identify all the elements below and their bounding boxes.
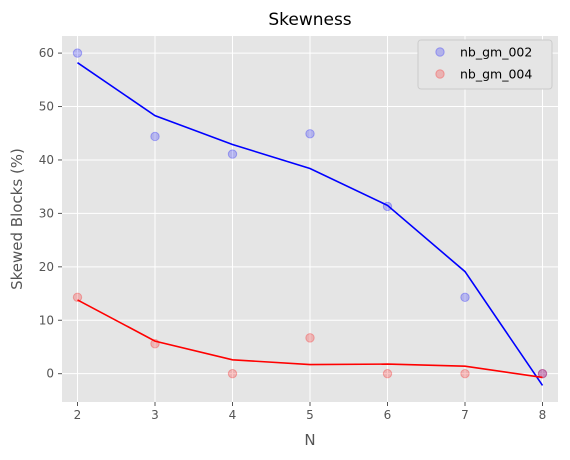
y-tick-label: 0 (46, 367, 54, 381)
chart-title: Skewness (268, 10, 351, 30)
scatter-point-nb_gm_002 (382, 201, 393, 212)
legend-box (417, 39, 553, 90)
y-tick-label: 40 (39, 153, 54, 167)
grid (62, 36, 558, 402)
scatter-point-nb_gm_004 (227, 368, 238, 379)
x-tick-label: 6 (384, 408, 392, 422)
x-axis-label: N (304, 431, 315, 449)
x-tick-label: 5 (306, 408, 314, 422)
trend-line-nb_gm_002 (77, 62, 544, 386)
x-tick-label: 2 (74, 408, 82, 422)
y-tick-label: 50 (39, 100, 54, 114)
scatter-point-nb_gm_002 (227, 149, 238, 159)
legend-label: nb_gm_002 (460, 45, 532, 60)
scatter-point-nb_gm_004 (460, 368, 470, 379)
ticks: 2 3 4 5 6 7 8 0 10 20 30 40 50 60 (39, 46, 547, 422)
scatter-point-nb_gm_004 (382, 368, 393, 379)
scatter-point-nb_gm_002 (150, 131, 160, 142)
scatter-point-nb_gm_002 (72, 48, 83, 58)
scatter-point-nb_gm_004 (537, 368, 548, 379)
y-tick-label: 10 (39, 313, 54, 327)
legend-label: nb_gm_004 (460, 67, 532, 82)
scatter-point-nb_gm_002 (537, 368, 548, 379)
legend-marker-nb_gm_002 (435, 47, 445, 57)
x-tick-label: 4 (229, 408, 237, 422)
y-axis-label: Skewed Blocks (%) (8, 148, 26, 290)
x-tick-label: 8 (539, 408, 547, 422)
y-tick-label: 30 (39, 206, 54, 220)
scatter-point-nb_gm_004 (150, 339, 160, 349)
legend: nb_gm_002 nb_gm_004 (417, 39, 553, 90)
trend-line-nb_gm_004 (77, 299, 543, 379)
scatter-point-nb_gm_002 (305, 129, 315, 139)
scatter-point-nb_gm_004 (72, 292, 83, 302)
x-tick-label: 7 (461, 408, 469, 422)
series-layer (72, 48, 548, 386)
x-tick-label: 3 (151, 408, 159, 422)
scatter-point-nb_gm_004 (305, 333, 315, 343)
y-tick-label: 60 (39, 46, 54, 60)
legend-marker-nb_gm_004 (435, 69, 445, 79)
y-tick-label: 20 (39, 260, 54, 274)
scatter-point-nb_gm_002 (460, 292, 470, 302)
